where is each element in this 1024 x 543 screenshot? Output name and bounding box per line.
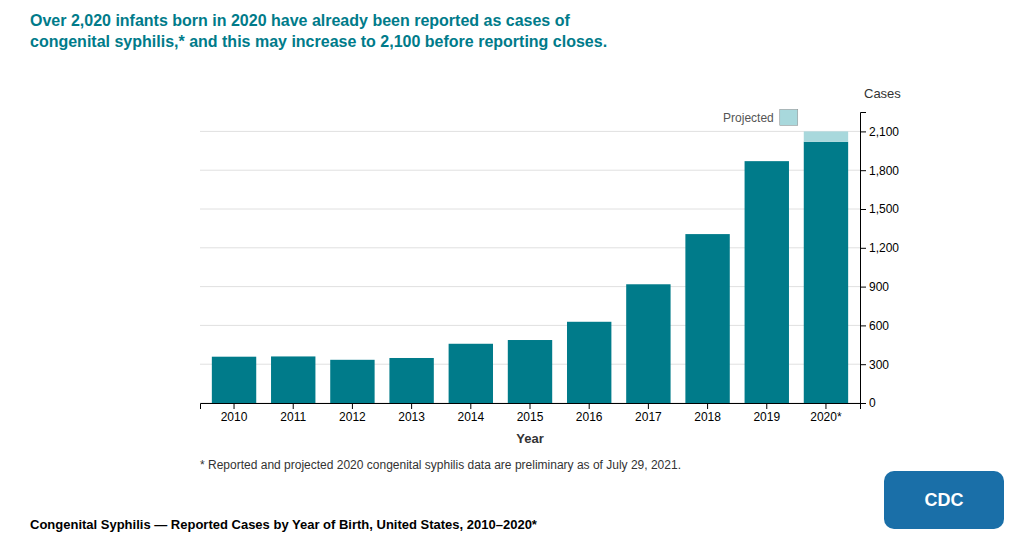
bars (212, 131, 848, 403)
x-axis-line (201, 404, 861, 410)
x-tick: 2015 (517, 403, 544, 424)
title-line: congenital syphilis,* and this may incre… (30, 33, 607, 50)
logo: CDC (884, 471, 1004, 529)
legend: Projected (723, 109, 798, 125)
x-axis: 2010 2011 2012 2013 2014 2015 2016 2017 2018 2019… (201, 403, 861, 424)
y-tick-label: 600 (869, 319, 889, 333)
x-tick: 2016 (576, 403, 603, 424)
x-tick-mark (411, 403, 412, 409)
y-tick: 1,500 (860, 202, 899, 216)
y-tick-label: 1,500 (869, 202, 899, 216)
bar (804, 131, 848, 141)
title-line: Over 2,020 infants born in 2020 have alr… (30, 12, 570, 29)
y-tick-mark (860, 403, 866, 404)
y-axis: 0 300 600 900 1,200 1,500 1,800 2,100 (860, 113, 899, 411)
y-axis-line (861, 113, 867, 404)
y-tick: 1,200 (860, 241, 899, 255)
grid (200, 131, 860, 403)
grid-line (200, 131, 860, 132)
bar (804, 142, 848, 403)
x-tick: 2012 (339, 403, 366, 424)
x-tick-mark (825, 403, 826, 409)
y-tick-label: 1,200 (869, 241, 899, 255)
plot: 2010 2011 2012 2013 2014 2015 2016 2017 2018 2019… (200, 86, 901, 446)
x-tick-mark (530, 403, 531, 409)
bar (745, 161, 789, 403)
bar (449, 344, 493, 403)
x-tick: 2010 (221, 403, 248, 424)
x-tick: 2020* (810, 403, 842, 424)
y-tick-label: 1,800 (869, 164, 899, 178)
legend-label: Projected (723, 111, 774, 125)
bar (685, 234, 729, 403)
chart: Over 2,020 infants born in 2020 have alr… (0, 0, 1024, 543)
y-tick-label: 300 (869, 358, 889, 372)
logo-text: CDC (925, 490, 964, 510)
x-tick-label: 2011 (280, 410, 306, 424)
y-tick: 1,800 (860, 164, 899, 178)
x-tick-label: 2014 (457, 410, 484, 424)
y-tick: 300 (860, 358, 889, 372)
x-tick-mark (293, 403, 294, 409)
x-tick-label: 2018 (694, 410, 721, 424)
x-tick-mark (766, 403, 767, 409)
x-tick-mark (352, 403, 353, 409)
x-tick: 2013 (398, 403, 425, 424)
x-tick: 2014 (457, 403, 484, 424)
bar (389, 358, 433, 403)
x-tick: 2019 (753, 403, 780, 424)
title: Over 2,020 infants born in 2020 have alr… (30, 12, 607, 50)
y-tick: 900 (860, 280, 889, 294)
x-tick-mark (589, 403, 590, 409)
x-tick-label: 2016 (576, 410, 603, 424)
x-tick-label: 2019 (753, 410, 780, 424)
y-tick: 2,100 (860, 125, 899, 139)
y-tick: 0 (860, 396, 876, 410)
x-tick: 2017 (635, 403, 662, 424)
bar (212, 357, 256, 403)
y-axis-title: Cases (864, 86, 901, 101)
x-tick: 2018 (694, 403, 721, 424)
x-tick-label: 2010 (221, 410, 248, 424)
x-tick-label: 2012 (339, 410, 366, 424)
y-tick-mark (860, 170, 866, 171)
bar (330, 360, 374, 403)
x-tick-mark (707, 403, 708, 409)
x-axis-title: Year (516, 431, 543, 446)
y-tick-mark (860, 248, 866, 249)
x-tick-label: 2017 (635, 410, 662, 424)
x-tick-mark (234, 403, 235, 409)
x-tick: 2011 (280, 403, 306, 424)
caption: Congenital Syphilis — Reported Cases by … (30, 517, 538, 532)
bar (271, 356, 315, 403)
y-tick-mark (860, 325, 866, 326)
logo-box (884, 471, 1004, 529)
y-tick-label: 900 (869, 280, 889, 294)
x-tick-label: 2020* (810, 410, 842, 424)
bar (567, 322, 611, 403)
y-tick-mark (860, 209, 866, 210)
bar (626, 284, 670, 403)
y-tick-mark (860, 131, 866, 132)
y-tick-mark (860, 364, 866, 365)
x-tick-label: 2013 (398, 410, 425, 424)
x-tick-mark (470, 403, 471, 409)
footnote: * Reported and projected 2020 congenital… (200, 458, 681, 472)
legend-swatch (780, 109, 798, 125)
y-tick: 600 (860, 319, 889, 333)
y-tick-mark (860, 287, 866, 288)
y-tick-label: 0 (869, 396, 876, 410)
x-tick-label: 2015 (517, 410, 544, 424)
x-tick-mark (648, 403, 649, 409)
bar (508, 340, 552, 403)
y-tick-label: 2,100 (869, 125, 899, 139)
